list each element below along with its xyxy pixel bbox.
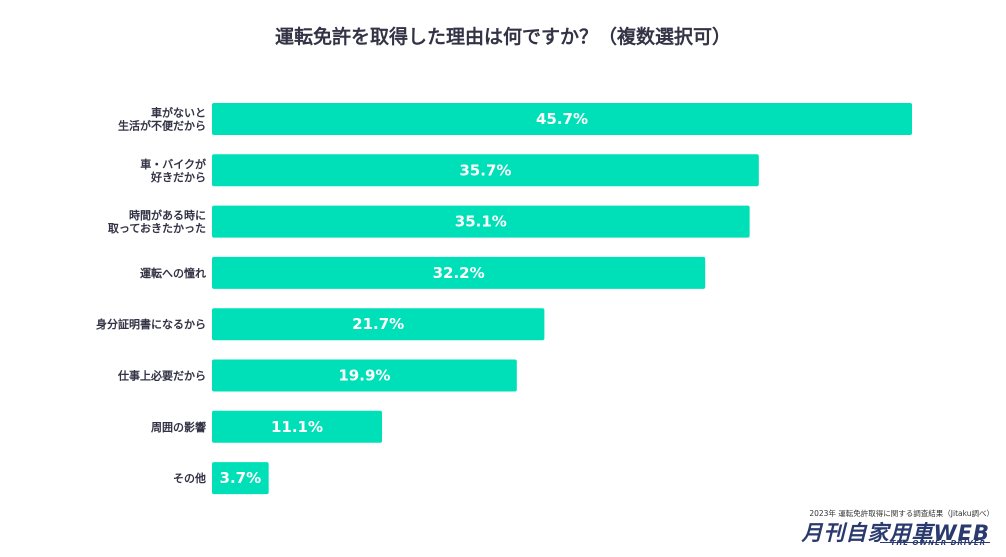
bar-value-label: 3.7% (220, 469, 262, 487)
bar (212, 308, 545, 341)
chart-title: 運転免許を取得した理由は何ですか？（複数選択可） (274, 26, 731, 48)
bar (212, 462, 269, 495)
logo-text: 月刊自家用車WEB (801, 521, 990, 545)
category-label: 運転への憧れ (140, 266, 206, 280)
category-label: 時間がある時に (129, 208, 206, 222)
brand-logo: 月刊自家用車WEB THE OWNER DRIVER (790, 517, 990, 551)
category-label: 好きだから (150, 170, 206, 184)
bar-value-label: 35.7% (459, 161, 511, 179)
category-label: 車がないと (151, 106, 206, 120)
bar-value-label: 19.9% (338, 367, 390, 385)
bar (212, 103, 912, 135)
category-label: 取っておきたかった (108, 222, 206, 235)
logo-divider (880, 542, 990, 543)
category-label: その他 (173, 471, 206, 485)
bar (212, 205, 750, 238)
bar-value-label: 21.7% (352, 315, 404, 333)
bar (212, 154, 759, 187)
logo-subtext: THE OWNER DRIVER (890, 539, 986, 547)
bar (212, 256, 706, 289)
category-label: 生活が不便だから (118, 119, 206, 133)
category-label: 周囲の影響 (151, 420, 206, 434)
bar-value-label: 35.1% (455, 213, 507, 231)
source-note: 2023年 運転免許取得に関する調査結果（Jitaku調べ） (809, 509, 994, 518)
bar-value-label: 45.7% (536, 110, 588, 128)
category-label: 仕事上必要だから (117, 369, 206, 383)
bar-value-label: 11.1% (271, 418, 323, 436)
bar-value-label: 32.2% (433, 264, 485, 282)
bar (212, 359, 517, 392)
category-label: 身分証明書になるから (96, 317, 206, 331)
bar (212, 410, 383, 443)
category-label: 車・バイクが (140, 157, 206, 171)
